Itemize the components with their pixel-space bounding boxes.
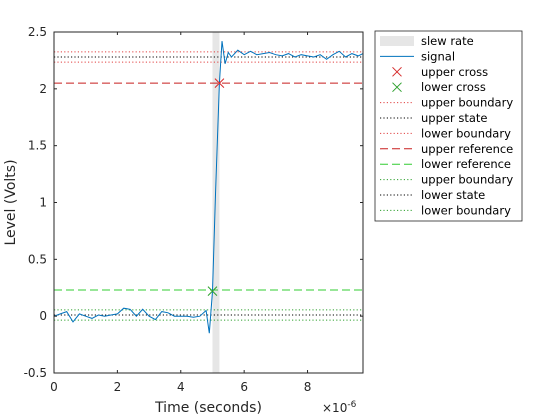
y-tick-label: -0.5	[24, 366, 47, 380]
upper-cross-marker	[214, 78, 225, 89]
legend-label: lower state	[421, 188, 485, 202]
y-tick-label: 2.5	[28, 25, 47, 39]
slew-rate-region	[212, 32, 220, 373]
legend-box	[374, 30, 523, 222]
y-tick-label: 0.5	[28, 252, 47, 266]
legend-entry: lower boundary	[380, 203, 511, 217]
legend-label: upper state	[421, 111, 487, 125]
x-tick-label: 6	[240, 380, 248, 394]
lower-cross-marker	[207, 286, 218, 297]
legend-entry: upper reference	[380, 142, 513, 156]
x-exponent-base: ×10	[322, 401, 347, 415]
legend-entry: lower cross	[392, 80, 486, 94]
legend-entry: upper boundary	[380, 173, 513, 187]
x-axis-label: Time (seconds)	[154, 400, 262, 416]
legend-entry: upper boundary	[380, 96, 513, 110]
legend-entry: upper cross	[392, 65, 488, 79]
lower-cross-marker-stroke-b	[207, 286, 218, 297]
legend-entry: lower state	[380, 188, 485, 202]
legend-label: signal	[421, 49, 455, 63]
legend-label: upper boundary	[421, 96, 513, 110]
x-tick-label: 4	[177, 380, 185, 394]
legend-label: upper reference	[421, 142, 513, 156]
legend-label: lower boundary	[421, 126, 511, 140]
x-tick-label: 2	[114, 380, 122, 394]
legend-label: slew rate	[421, 34, 474, 48]
legend-entry: lower boundary	[380, 126, 511, 140]
legend-entry: upper state	[380, 111, 487, 125]
x-tick-label: 0	[50, 380, 58, 394]
legend-label: lower cross	[421, 80, 486, 94]
y-tick-label: 2	[39, 82, 47, 96]
plot-area	[54, 32, 363, 373]
legend-label: lower reference	[421, 157, 511, 171]
legend-marker-b	[392, 82, 402, 93]
legend-label: upper cross	[421, 65, 488, 79]
legend-entry: signal	[380, 49, 455, 63]
legend-label: upper boundary	[421, 173, 513, 187]
legend-entry: lower reference	[380, 157, 511, 171]
y-tick-label: 1	[39, 196, 47, 210]
legend-entry: slew rate	[380, 34, 474, 48]
upper-cross-marker-stroke-b	[214, 78, 225, 89]
legend-swatch	[380, 36, 414, 46]
x-tick-label: 8	[304, 380, 312, 394]
x-exponent: ×10-6	[322, 400, 357, 415]
signal-line	[53, 41, 364, 334]
y-axis-label: Level (Volts)	[3, 159, 19, 245]
x-exponent-power: -6	[347, 400, 356, 410]
y-tick-label: 0	[39, 309, 47, 323]
legend-label: lower boundary	[421, 203, 511, 217]
y-tick-label: 1.5	[28, 139, 47, 153]
legend-marker-b	[392, 66, 402, 77]
